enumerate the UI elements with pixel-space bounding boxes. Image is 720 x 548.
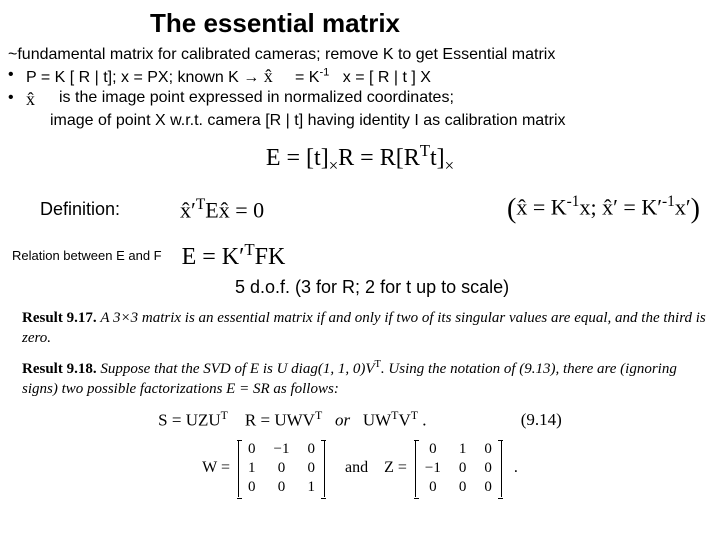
- result918-label: Result 9.18.: [22, 361, 97, 377]
- relation-row: Relation between E and F E = K′TFK: [12, 240, 720, 271]
- definition-equation: x̂′TEx̂ = 0: [180, 196, 264, 223]
- matrix-w: 0−10 100 001: [238, 440, 325, 497]
- bullet-1-text: P = K [ R | t]; x = PX; known K → x̂ = K…: [26, 65, 431, 88]
- slide-title: The essential matrix: [150, 8, 720, 39]
- definition-label: Definition:: [40, 199, 120, 220]
- result918-text: Suppose that the SVD of E is U diag(1, 1…: [22, 361, 677, 397]
- paren-equation: (x̂ = K-1x; x̂′ = K′-1x′): [507, 193, 700, 225]
- w-label: W =: [202, 459, 230, 476]
- bullet-marker: •: [8, 88, 26, 108]
- equation-main: E = [t]×R = R[RTt]×: [0, 141, 720, 176]
- svd-equation: S = UZUT R = UWVT or UWTVT . (9.14): [0, 408, 720, 431]
- equation-number: (9.14): [521, 410, 562, 430]
- bullet-1: • P = K [ R | t]; x = PX; known K → x̂ =…: [8, 65, 720, 88]
- bullet-2a-text: is the image point expressed in normaliz…: [59, 88, 454, 108]
- matrix-z: 010 −100 000: [415, 440, 502, 497]
- bullet-2: • x̂ is the image point expressed in nor…: [8, 88, 720, 111]
- x-hat-symbol: x̂: [26, 88, 35, 111]
- z-label: Z =: [384, 459, 407, 476]
- result-917: Result 9.17. A 3×3 matrix is an essentia…: [22, 308, 708, 349]
- dof-text: 5 d.o.f. (3 for R; 2 for t up to scale): [235, 277, 720, 298]
- bullet-marker: •: [8, 65, 26, 85]
- result-918: Result 9.18. Suppose that the SVD of E i…: [22, 358, 708, 400]
- relation-label: Relation between E and F: [12, 248, 162, 263]
- result917-text: A 3×3 matrix is an essential matrix if a…: [22, 310, 706, 346]
- result917-label: Result 9.17.: [22, 310, 97, 326]
- intro-line: ~fundamental matrix for calibrated camer…: [8, 45, 720, 65]
- matrix-definitions: W = 0−10 100 001 and Z = 010 −100 000 .: [0, 440, 720, 497]
- bullet-2b-text: image of point X w.r.t. camera [R | t] h…: [50, 111, 720, 131]
- definition-row: Definition: x̂′TEx̂ = 0 (x̂ = K-1x; x̂′ …: [40, 193, 720, 225]
- and-label: and: [345, 459, 368, 476]
- relation-equation: E = K′TFK: [182, 240, 286, 271]
